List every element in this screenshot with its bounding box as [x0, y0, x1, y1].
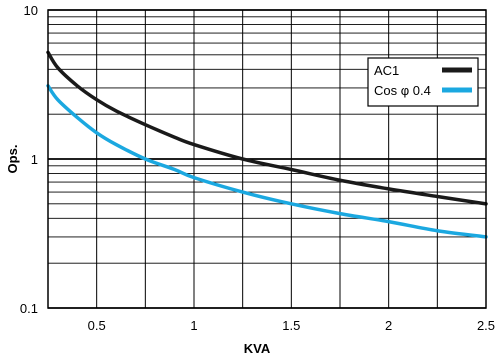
y-tick-label: 10 [24, 3, 38, 18]
x-tick-label: 2 [385, 318, 392, 333]
legend-label: Cos φ 0.4 [374, 83, 431, 98]
x-tick-label: 1 [190, 318, 197, 333]
y-axis-title: Ops. [5, 145, 20, 174]
y-tick-label: 0.1 [20, 301, 38, 316]
legend-box [367, 57, 479, 107]
y-tick-label: 1 [31, 152, 38, 167]
x-tick-label: 2.5 [477, 318, 495, 333]
legend-label: AC1 [374, 63, 399, 78]
series-line-0 [46, 50, 488, 206]
series-line-1 [46, 84, 488, 239]
x-tick-labels: 0.5 1 1.5 2 2.5 [88, 318, 495, 333]
grid [47, 9, 487, 309]
legend: AC1 Cos φ 0.4 [367, 57, 479, 107]
x-tick-label: 1.5 [282, 318, 300, 333]
x-tick-label: 0.5 [88, 318, 106, 333]
y-tick-labels: 0.1 1 10 [20, 3, 38, 316]
plot-frame [47, 9, 487, 309]
series-lines [46, 50, 488, 239]
x-axis-title: KVA [244, 341, 271, 356]
